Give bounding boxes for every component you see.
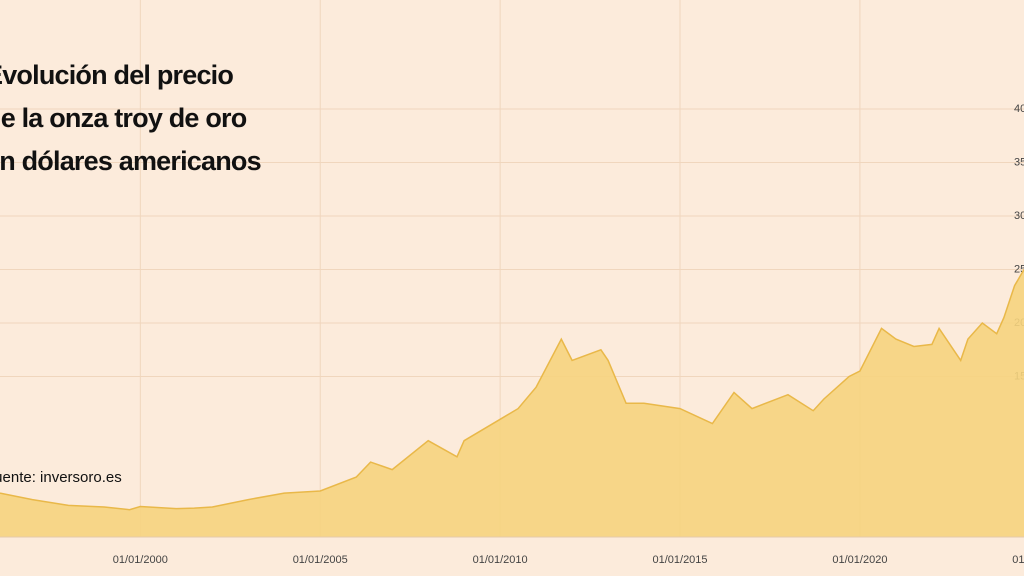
x-tick-label: 01/01/2025 [1012,554,1024,566]
source: Fuente: inversoro.es [0,469,122,486]
x-tick-label: 01/01/2005 [293,554,348,566]
y-tick-label: 2500 [1014,263,1024,275]
x-tick-label: 01/01/2020 [832,554,887,566]
x-tick-label: 01/01/2015 [652,554,707,566]
y-tick-label: 3000 [1014,210,1024,222]
chart-title: en dólares americanos [0,146,261,176]
y-tick-label: 3500 [1014,156,1024,168]
area-fill [0,269,1024,537]
chart-title: Evolución del precio [0,60,233,90]
y-tick-label: 4000 [1014,103,1024,115]
x-tick-label: 01/01/2000 [113,554,168,566]
chart-title: de la onza troy de oro [0,103,247,133]
area-line [0,269,1024,511]
x-tick-label: 01/01/2010 [473,554,528,566]
